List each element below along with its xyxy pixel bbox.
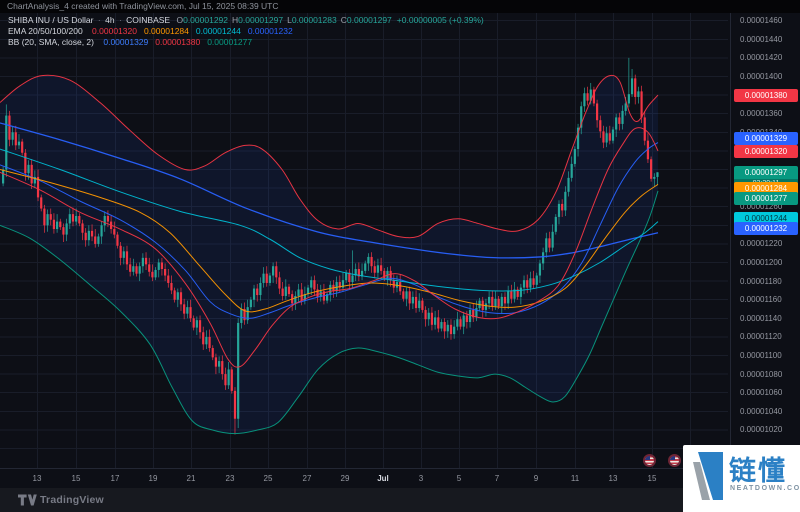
ohlc-key: O <box>176 15 184 25</box>
watermark-brand-text: 链懂 <box>729 456 787 486</box>
time-tick-label: 27 <box>302 474 312 483</box>
ohlc-value: 0.00001297 <box>346 15 392 25</box>
time-tick-label: 13 <box>32 474 42 483</box>
price-tick-label: 0.00001220 <box>740 239 783 249</box>
time-tick-label: 15 <box>647 474 657 483</box>
ema-50-line[interactable] <box>0 169 659 313</box>
indicator-value: 0.00001277 <box>207 37 253 47</box>
tradingview-label[interactable]: TradingView <box>40 494 104 506</box>
price-tick-label: 0.00001360 <box>740 109 783 119</box>
watermark-domain-text: NEATDOWN.COM <box>730 485 800 492</box>
price-tick-label: 0.00001460 <box>740 16 783 26</box>
time-tick-label: 17 <box>110 474 120 483</box>
separator: · <box>118 15 122 25</box>
ema-200-line[interactable] <box>0 122 659 259</box>
economic-event-flag-icon[interactable] <box>668 454 681 467</box>
price-axis[interactable]: 0.00001460 0.00001440 0.00001420 0.00001400… <box>730 13 800 468</box>
ohlc-key: H <box>232 15 239 25</box>
time-axis[interactable]: 13 15 17 19 21 23 25 27 29 Jul 3 5 7 9 11 13 15 <box>0 468 800 489</box>
bb-upper-line[interactable] <box>0 74 659 239</box>
ohlc-key: L <box>287 15 292 25</box>
time-tick-label: 15 <box>71 474 81 483</box>
time-tick-label: 29 <box>340 474 350 483</box>
indicator-price-badge: 0.00001320 <box>734 144 798 158</box>
footer-bar: TradingView <box>0 488 800 512</box>
indicator-value: 0.00001284 <box>143 26 189 36</box>
price-tick-label: 0.00001180 <box>740 276 782 286</box>
header-bar: ChartAnalysis_4 created with TradingView… <box>0 0 800 13</box>
price-tick-label: 0.00001400 <box>740 72 783 81</box>
watermark-logo-icon <box>693 452 723 500</box>
indicator-value: 0.00001380 <box>155 37 201 47</box>
price-tick-label: 0.00001120 <box>740 332 782 342</box>
indicator-value: 0.00001244 <box>195 26 241 36</box>
watermark: 链懂 NEATDOWN.COM <box>683 445 800 512</box>
time-tick-label: 7 <box>494 474 500 483</box>
ohlc-key: C <box>340 15 347 25</box>
bollinger-fill <box>0 75 658 434</box>
ohlc-values: O0.00001292 H0.00001297 L0.00001283 C0.0000… <box>172 15 483 25</box>
indicator-price-badge: 0.00001232 <box>734 222 798 235</box>
time-tick-label: 9 <box>533 474 539 483</box>
price-tick-label: 0.00001060 <box>740 388 783 398</box>
price-tick-label: 0.00001140 <box>740 313 782 323</box>
price-tick-label: 0.00001440 <box>740 34 783 44</box>
price-tick-label: 0.00001200 <box>740 258 783 267</box>
price-tick-label: 0.00001020 <box>740 425 783 435</box>
separator: · <box>97 15 101 25</box>
price-tick-label: 0.00001260 <box>740 202 783 212</box>
time-tick-label: 11 <box>570 474 580 483</box>
indicator-value: 0.00001320 <box>92 26 137 36</box>
ema-indicator-label[interactable]: EMA 20/50/100/200 <box>8 26 83 36</box>
bb-indicator-label[interactable]: BB (20, SMA, close, 2) <box>8 37 94 47</box>
bb-lower-line[interactable] <box>0 190 659 435</box>
time-tick-label: 19 <box>148 474 158 483</box>
indicator-value: 0.00001329 <box>103 37 149 47</box>
indicator-price-badge: 0.00001277 <box>734 192 798 205</box>
change-value: +0.00000005 (+0.39%) <box>396 15 484 25</box>
time-tick-label: 5 <box>456 474 462 483</box>
indicator-value: 0.00001232 <box>247 26 293 36</box>
time-tick-label: 23 <box>225 474 235 483</box>
ohlc-value: 0.00001283 <box>291 15 337 25</box>
price-tick-label: 0.00001160 <box>740 295 782 305</box>
legend-symbol-row: SHIBA INU / US Dollar · 4h · COINBASE O0… <box>8 15 484 26</box>
ema-values: 0.00001320 0.00001284 0.00001244 0.00001232 <box>85 26 293 36</box>
price-chart[interactable] <box>0 13 730 468</box>
time-tick-label: 25 <box>263 474 273 483</box>
symbol-name[interactable]: SHIBA INU / US Dollar <box>8 15 94 25</box>
price-tick-label: 0.00001080 <box>740 369 783 379</box>
grid <box>0 13 728 468</box>
indicator-price-badge: 0.00001380 <box>734 88 798 102</box>
ohlc-value: 0.00001292 <box>183 15 229 25</box>
legend-bb-row: BB (20, SMA, close, 2) 0.00001329 0.00001… <box>8 37 484 48</box>
time-tick-label: 3 <box>418 474 424 483</box>
price-tick-label: 0.00001040 <box>740 406 783 416</box>
price-tick-label: 0.00001100 <box>740 351 782 360</box>
time-tick-label: 21 <box>186 474 196 483</box>
chart-area[interactable] <box>0 13 730 468</box>
indicator-price-badge: 0.00001244 <box>734 211 798 225</box>
economic-event-flag-icon[interactable] <box>643 454 656 467</box>
interval-value[interactable]: 4h <box>105 15 115 25</box>
indicator-price-badge: 0.00001329 <box>734 131 798 145</box>
time-tick-label: 13 <box>608 474 618 483</box>
ema-100-line[interactable] <box>0 148 659 292</box>
indicator-price-badge: 0.00001284 <box>734 181 798 195</box>
price-tick-label: 0.00001420 <box>740 53 783 63</box>
header-title: ChartAnalysis_4 created with TradingView… <box>7 1 279 11</box>
time-tick-label: Jul <box>377 474 389 483</box>
legend: SHIBA INU / US Dollar · 4h · COINBASE O0… <box>8 15 484 48</box>
bb-values: 0.00001329 0.00001380 0.00001277 <box>96 37 252 47</box>
ema-20-line[interactable] <box>0 127 659 368</box>
legend-ema-row: EMA 20/50/100/200 0.00001320 0.00001284 0.… <box>8 26 484 37</box>
tradingview-logo[interactable] <box>18 493 37 507</box>
candles <box>2 57 659 435</box>
ohlc-value: 0.00001297 <box>238 15 284 25</box>
exchange-name[interactable]: COINBASE <box>126 15 171 25</box>
bb-basis-line[interactable] <box>0 142 659 319</box>
